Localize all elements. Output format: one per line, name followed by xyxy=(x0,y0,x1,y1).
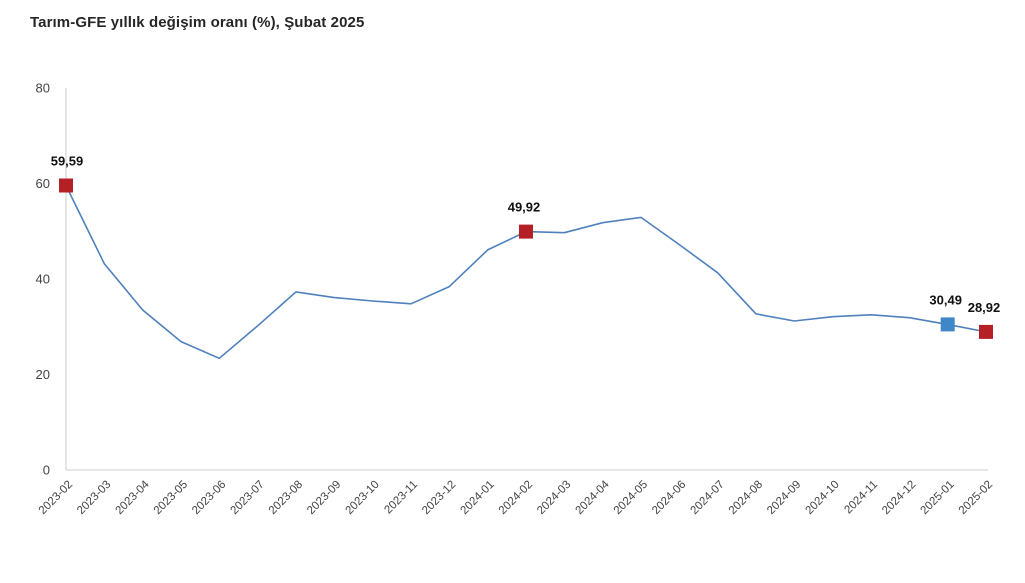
x-tick-label: 2024-06 xyxy=(650,479,688,517)
x-tick-label: 2024-10 xyxy=(803,479,841,517)
x-tick-label: 2023-02 xyxy=(37,479,75,517)
data-point-label: 28,92 xyxy=(968,300,1001,315)
chart-title: Tarım-GFE yıllık değişim oranı (%), Şuba… xyxy=(30,14,365,31)
x-tick-label: 2023-11 xyxy=(382,479,420,517)
x-tick-label: 2023-09 xyxy=(305,479,343,517)
x-tick-label: 2023-07 xyxy=(228,479,266,517)
x-tick-label: 2024-07 xyxy=(688,479,726,517)
data-point-label: 49,92 xyxy=(508,200,541,215)
y-tick-label: 60 xyxy=(36,176,50,191)
x-tick-label: 2024-08 xyxy=(727,479,765,517)
x-tick-label: 2024-11 xyxy=(842,479,880,517)
data-point-marker[interactable] xyxy=(59,178,73,193)
y-tick-label: 40 xyxy=(36,272,50,287)
x-tick-label: 2024-01 xyxy=(458,479,496,517)
y-tick-label: 80 xyxy=(36,81,50,96)
x-tick-label: 2023-04 xyxy=(113,478,152,517)
x-tick-label: 2024-09 xyxy=(765,479,803,517)
x-tick-label: 2024-03 xyxy=(535,479,573,517)
x-tick-label: 2023-06 xyxy=(190,479,228,517)
x-tick-label: 2025-01 xyxy=(918,479,956,517)
x-tick-label: 2023-05 xyxy=(152,479,190,517)
x-tick-label: 2023-03 xyxy=(75,479,113,517)
data-point-marker[interactable] xyxy=(979,324,993,339)
y-tick-label: 20 xyxy=(36,367,50,382)
x-tick-label: 2024-04 xyxy=(573,478,612,517)
x-tick-label: 2023-12 xyxy=(420,479,458,517)
x-tick-label: 2024-02 xyxy=(497,479,535,517)
x-tick-label: 2023-10 xyxy=(343,479,381,517)
data-point-label: 30,49 xyxy=(929,292,962,307)
y-tick-label: 0 xyxy=(43,463,50,478)
x-tick-label: 2024-05 xyxy=(612,479,650,517)
x-tick-label: 2023-08 xyxy=(267,479,305,517)
data-point-marker[interactable] xyxy=(519,224,533,239)
data-point-label: 59,59 xyxy=(51,154,84,169)
data-point-marker[interactable] xyxy=(940,317,955,332)
x-tick-label: 2025-02 xyxy=(957,479,995,517)
x-tick-label: 2024-12 xyxy=(880,479,918,517)
